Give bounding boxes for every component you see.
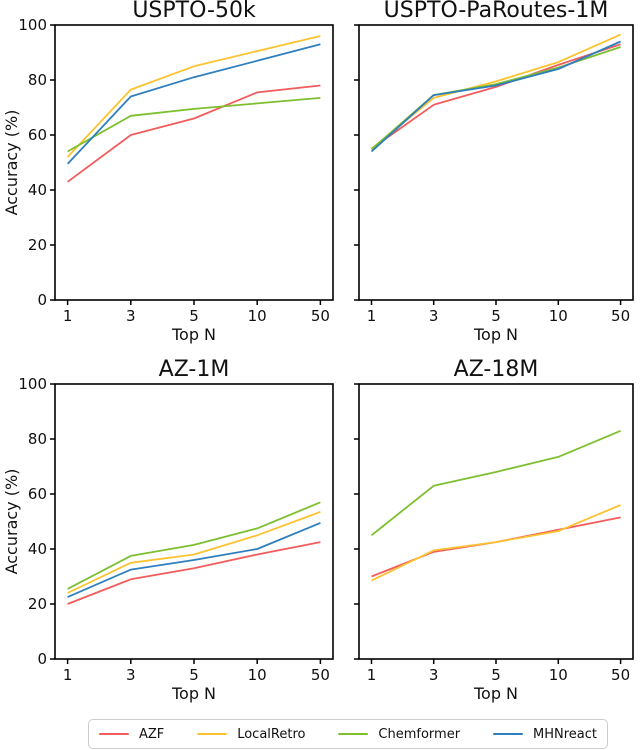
x-axis-label: Top N <box>473 684 518 703</box>
subplot-title: AZ-18M <box>454 357 539 382</box>
legend-label: AZF <box>139 726 165 742</box>
y-tick-label: 20 <box>28 236 47 254</box>
x-tick-label: 1 <box>367 307 377 325</box>
axes-frame <box>358 24 634 301</box>
x-tick-label: 5 <box>491 307 501 325</box>
subplot-2: 1 3 5 10 50 USPTO-PaRoutes-1M Top N <box>354 0 634 344</box>
y-tick-label: 60 <box>28 485 47 503</box>
legend-label: Chemformer <box>378 726 461 742</box>
x-tick-label: 1 <box>63 666 73 684</box>
series-line-chemformer <box>67 97 321 153</box>
x-tick-label: 3 <box>126 666 136 684</box>
series-line-localretro <box>67 511 321 594</box>
y-tick-label: 40 <box>28 181 47 199</box>
x-tick-label: 10 <box>549 307 568 325</box>
legend-line-icon <box>492 732 523 736</box>
legend-line-icon <box>99 732 129 736</box>
x-tick-label: 5 <box>189 666 199 684</box>
legend-line-icon <box>338 732 369 736</box>
x-axis-label: Top N <box>171 684 216 703</box>
series-line-azf <box>67 541 321 605</box>
y-tick-label: 80 <box>28 71 47 89</box>
series-line-chemformer <box>370 46 621 150</box>
y-tick-label: 100 <box>18 375 47 393</box>
y-tick-label: 20 <box>28 595 47 613</box>
x-tick-label: 50 <box>611 307 630 325</box>
series-line-localretro <box>66 35 321 158</box>
y-tick-label: 100 <box>18 16 47 34</box>
x-tick-label: 3 <box>126 307 136 325</box>
series-line-mhnreact <box>66 43 321 165</box>
x-tick-label: 3 <box>429 666 439 684</box>
x-tick-label: 3 <box>429 307 439 325</box>
chart-legend: AZF LocalRetro Chemformer MHNreact <box>88 719 608 749</box>
y-tick-label: 40 <box>28 540 47 558</box>
series-line-azf <box>67 84 321 183</box>
x-tick-label: 50 <box>611 666 630 684</box>
x-tick-label: 10 <box>549 666 568 684</box>
series-line-mhnreact <box>370 40 621 153</box>
series-line-chemformer <box>370 429 621 537</box>
subplot-title: AZ-1M <box>159 357 230 382</box>
subplot-4: 1 3 5 10 50 AZ-18M Top N <box>354 357 634 703</box>
legend-line-icon <box>197 732 228 736</box>
axes-frame <box>54 383 334 660</box>
legend-label: MHNreact <box>532 726 597 742</box>
x-tick-label: 5 <box>189 307 199 325</box>
series-line-azf <box>371 516 621 578</box>
series-line-chemformer <box>67 501 321 590</box>
series-line-azf <box>370 43 621 150</box>
legend-item-mhnreact: MHNreact <box>492 726 597 742</box>
x-tick-label: 50 <box>311 307 330 325</box>
y-axis-label: Accuracy (%) <box>2 469 21 575</box>
series-line-localretro <box>371 504 621 582</box>
series-line-mhnreact <box>67 522 321 598</box>
x-tick-label: 10 <box>248 666 267 684</box>
x-axis-label: Top N <box>171 325 216 344</box>
legend-item-localretro: LocalRetro <box>197 728 305 741</box>
legend-item-chemformer: Chemformer <box>338 728 460 741</box>
x-tick-label: 1 <box>63 307 73 325</box>
axes-frame <box>358 383 634 660</box>
y-tick-label: 80 <box>28 430 47 448</box>
subplot-title: USPTO-PaRoutes-1M <box>384 0 609 23</box>
subplot-1: 1 3 5 10 50 0 20 40 60 80 100 USPTO-50k Top N Accurac… <box>2 0 334 344</box>
y-tick-label: 60 <box>28 126 47 144</box>
legend-item-azf: AZF <box>99 728 164 741</box>
subplot-title: USPTO-50k <box>132 0 256 23</box>
legend-label: LocalRetro <box>237 726 306 742</box>
x-tick-label: 5 <box>491 666 501 684</box>
subplot-3: 1 3 5 10 50 0 20 40 60 80 100 AZ-1M Top N Accuracy (%… <box>2 357 334 703</box>
y-tick-label: 0 <box>37 650 47 668</box>
x-tick-label: 50 <box>311 666 330 684</box>
y-axis-label: Accuracy (%) <box>2 110 21 216</box>
x-axis-label: Top N <box>473 325 518 344</box>
x-tick-label: 1 <box>367 666 377 684</box>
x-tick-label: 10 <box>248 307 267 325</box>
series-line-localretro <box>370 33 621 150</box>
y-tick-label: 0 <box>37 291 47 309</box>
